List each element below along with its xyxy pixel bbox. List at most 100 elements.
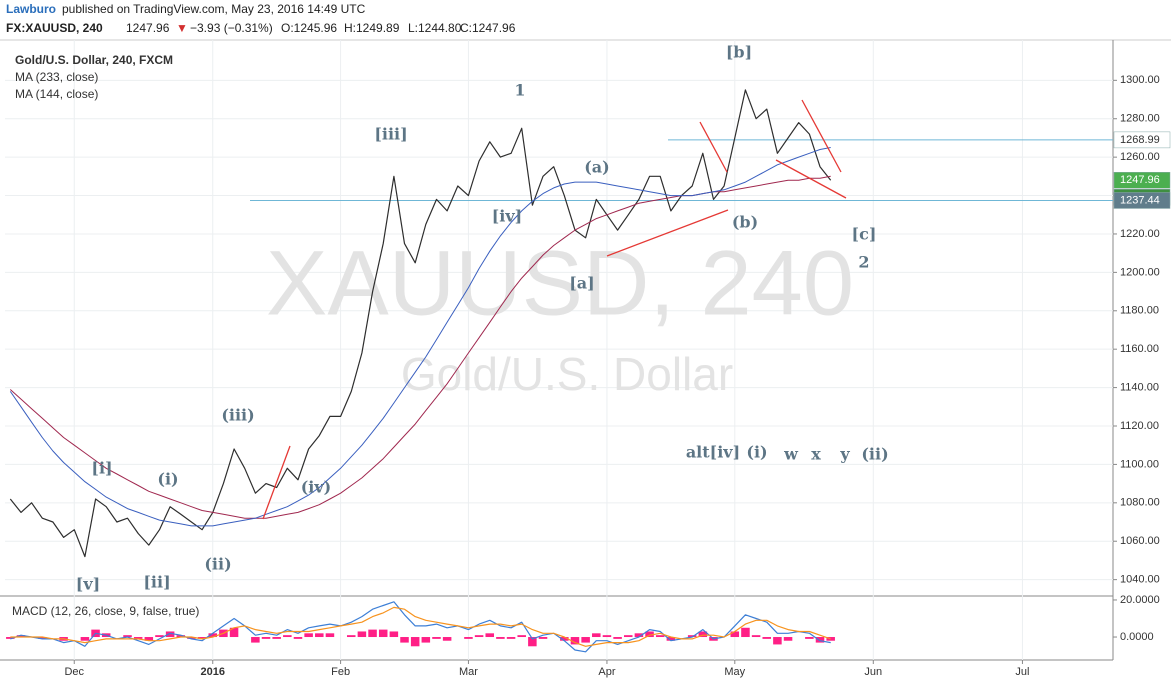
price-badge bbox=[1113, 192, 1171, 209]
y-tick-label: 1220.00 bbox=[1120, 228, 1160, 240]
histogram-bar bbox=[560, 637, 569, 641]
histogram-bar bbox=[687, 635, 697, 638]
trend-line bbox=[262, 445, 291, 520]
y-tick-label: 0.0000 bbox=[1120, 631, 1154, 643]
y-tick-label: 1140.00 bbox=[1120, 382, 1159, 394]
series-line bbox=[10, 601, 831, 653]
histogram-bar bbox=[283, 635, 292, 638]
histogram-bar bbox=[389, 631, 399, 638]
wave-label: x bbox=[811, 445, 821, 464]
high: H:1249.89 bbox=[344, 21, 400, 35]
y-tick-label: 1280.00 bbox=[1120, 113, 1160, 125]
series-line bbox=[10, 606, 831, 647]
y-tick-label: 1160.00 bbox=[1120, 343, 1159, 355]
histogram-bar bbox=[698, 631, 708, 638]
published: published on TradingView.com, May 23, 20… bbox=[62, 2, 366, 16]
y-tick-label: 20.0000 bbox=[1120, 594, 1160, 606]
histogram-bar bbox=[773, 637, 782, 645]
wave-label: [iii] bbox=[374, 125, 407, 144]
histogram-bar bbox=[123, 635, 132, 638]
wave-label: (ii) bbox=[204, 555, 231, 574]
histogram-bar bbox=[805, 637, 814, 639]
y-tick-label: 1060.00 bbox=[1120, 535, 1160, 547]
y-tick-label: 1200.00 bbox=[1120, 266, 1160, 278]
histogram-bar bbox=[272, 637, 281, 639]
x-tick-label: Jun bbox=[864, 666, 882, 678]
y-tick-label: 1080.00 bbox=[1120, 497, 1160, 509]
y-tick-label: 1260.00 bbox=[1120, 151, 1160, 163]
y-tick-label: 1180.00 bbox=[1120, 305, 1159, 317]
x-tick-label: 2016 bbox=[201, 666, 225, 678]
histogram-bar bbox=[378, 629, 388, 638]
grid bbox=[5, 40, 1113, 660]
publisher: Lawburo bbox=[6, 2, 56, 16]
histogram-bar bbox=[730, 631, 740, 638]
series-line bbox=[9, 89, 832, 558]
price-badge bbox=[1113, 172, 1171, 189]
wave-label: y bbox=[839, 445, 850, 464]
price-badge bbox=[1113, 131, 1171, 149]
open: O:1245.96 bbox=[281, 21, 337, 35]
watermark: XAUUSD, 240 bbox=[266, 232, 854, 334]
histogram-bar bbox=[602, 635, 612, 638]
histogram-bar bbox=[197, 637, 207, 639]
arrow: ▼ bbox=[176, 21, 188, 35]
histogram-bar bbox=[570, 637, 580, 645]
wave-label: [v] bbox=[76, 575, 100, 594]
wave-label: (i) bbox=[746, 443, 767, 462]
trend-line bbox=[699, 121, 728, 173]
histogram-bar bbox=[592, 633, 601, 638]
wave-label: 2 bbox=[858, 253, 869, 272]
price-badge-label: 1268.99 bbox=[1120, 134, 1160, 146]
histogram-bar bbox=[261, 637, 271, 639]
y-tick-label: 1120.00 bbox=[1120, 420, 1159, 432]
series-line bbox=[9, 147, 831, 527]
price-badge-label: 1237.44 bbox=[1120, 194, 1160, 206]
histogram-bar bbox=[517, 635, 526, 638]
histogram-bar bbox=[655, 635, 665, 638]
histogram-bar bbox=[315, 633, 324, 638]
histogram-bar bbox=[368, 629, 377, 638]
axes: 1040.00 1060.00 1080.00 1100.00 1120.00 1140.… bbox=[64, 74, 1171, 678]
histogram-bar bbox=[304, 633, 313, 638]
x-tick-label: May bbox=[724, 666, 745, 678]
histogram-bar bbox=[581, 637, 590, 643]
histogram-bar bbox=[6, 637, 15, 639]
watermark-layer: XAUUSD, 240 Gold/U.S. Dollar bbox=[266, 232, 854, 400]
wave-label: (a) bbox=[584, 158, 610, 177]
histogram-bar bbox=[16, 635, 26, 638]
histogram-bar bbox=[80, 637, 90, 641]
histogram-bar bbox=[783, 637, 793, 641]
histogram-bar bbox=[346, 635, 356, 638]
legend-entry: Gold/U.S. Dollar, 240, FXCM bbox=[15, 53, 173, 67]
wave-label: (iv) bbox=[301, 478, 332, 497]
trend-line bbox=[606, 209, 729, 257]
histogram-bar bbox=[176, 635, 186, 638]
y-tick-label: 1040.00 bbox=[1120, 574, 1160, 586]
histogram-bar bbox=[251, 637, 260, 643]
histogram-bar bbox=[133, 637, 143, 639]
histogram-bar bbox=[325, 633, 335, 638]
histogram-bar bbox=[155, 635, 164, 638]
wave-label: (i) bbox=[157, 470, 178, 489]
wave-label: (b) bbox=[732, 213, 758, 232]
pane-title: MACD (12, 26, close, 9, false, true) bbox=[12, 604, 199, 618]
legend-entry: MA (233, close) bbox=[15, 70, 98, 84]
histogram-bar bbox=[634, 633, 644, 638]
trend-lines bbox=[262, 99, 847, 520]
close: C:1247.96 bbox=[460, 21, 516, 35]
histogram-bar bbox=[187, 637, 196, 639]
histogram-bar bbox=[144, 637, 154, 641]
legend-entry: MA (144, close) bbox=[15, 87, 98, 101]
wave-label: alt[iv] bbox=[686, 443, 740, 462]
low: L:1244.80 bbox=[408, 21, 462, 35]
wave-label: [b] bbox=[726, 43, 752, 62]
wave-label: [a] bbox=[569, 274, 595, 293]
wave-label: [i] bbox=[91, 459, 112, 478]
histogram-bar bbox=[485, 633, 495, 638]
histogram-bar bbox=[208, 633, 218, 638]
x-tick-label: Feb bbox=[331, 666, 350, 678]
histogram-bar bbox=[464, 637, 473, 639]
